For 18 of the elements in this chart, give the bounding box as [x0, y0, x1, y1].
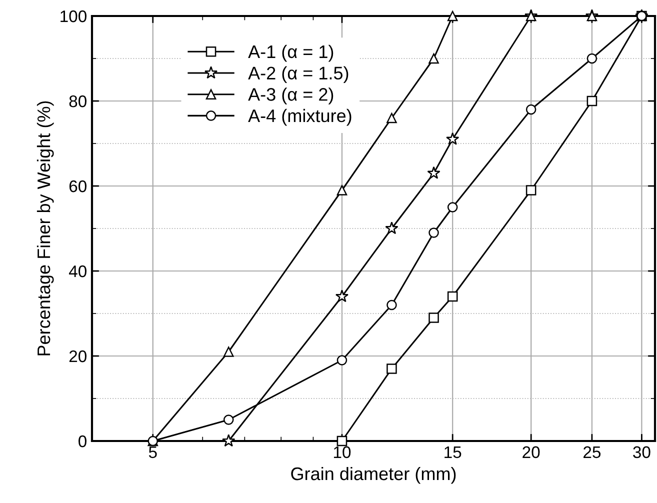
- y-tick-label: 80: [69, 95, 86, 108]
- legend-label: A-3 (α = 2): [248, 88, 334, 104]
- y-tick-label: 60: [69, 180, 86, 192]
- legend-label: A-4 (mixture): [248, 108, 352, 126]
- x-tick-label: 25: [584, 446, 601, 458]
- x-tick-label: 5: [148, 446, 157, 458]
- legend-label: A-1 (α = 1): [248, 44, 334, 62]
- legend-label: A-2 (α = 1.5): [248, 66, 348, 84]
- x-axis-title: Grain diameter (mm): [291, 466, 456, 484]
- x-tick-label: 15: [444, 446, 462, 458]
- x-tick-label: 20: [522, 446, 540, 458]
- x-tick-label: 30: [633, 446, 650, 458]
- y-tick-label: 40: [68, 265, 86, 278]
- y-tick-label: 0: [78, 435, 86, 448]
- y-tick-label: 100: [60, 10, 86, 22]
- x-tick-label: 10: [334, 446, 351, 458]
- y-axis-title: Percentage Finer by Weight (%): [36, 101, 54, 356]
- y-tick-label: 20: [69, 350, 86, 362]
